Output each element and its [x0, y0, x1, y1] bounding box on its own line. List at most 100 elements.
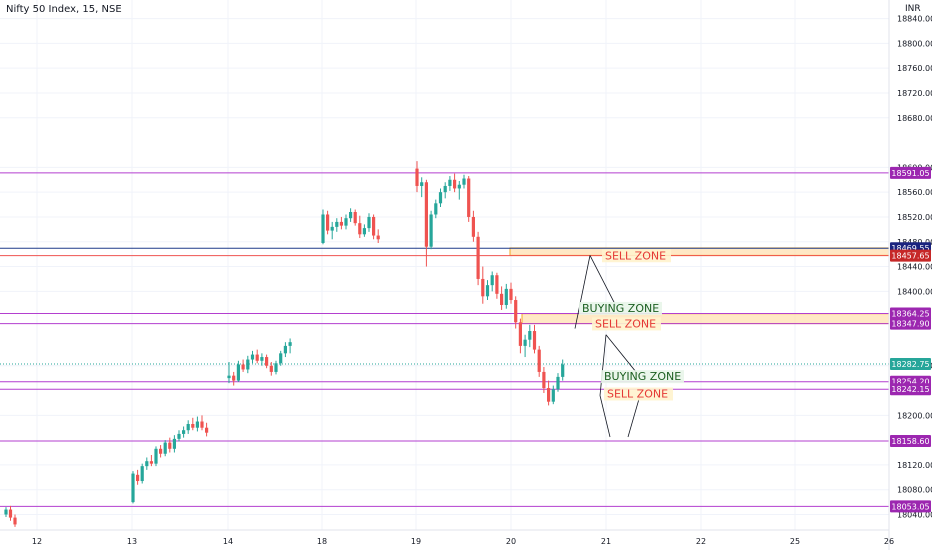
candle-body [131, 473, 135, 503]
candle-body [476, 236, 480, 279]
candle-body [182, 430, 186, 434]
y-tick-label: 18800.00 [897, 39, 932, 48]
candle-body [453, 179, 457, 189]
sell-zone-label[interactable]: SELL ZONE [605, 249, 666, 262]
candle-body [172, 438, 176, 449]
candle-body [339, 221, 343, 226]
price-badge [890, 307, 931, 320]
candle-body [523, 339, 527, 346]
candle-body [547, 388, 551, 402]
candle-body [448, 179, 452, 186]
x-tick-label: 14 [223, 537, 233, 546]
x-tick-label: 21 [601, 537, 611, 546]
candle-body [485, 285, 490, 297]
candle-body [542, 371, 546, 389]
candle-body [556, 376, 560, 390]
candle-body [232, 375, 236, 381]
sell-zone-label[interactable]: SELL ZONE [595, 317, 656, 330]
zone-labels: SELL ZONE BUYING ZONE SELL ZONE BUYING ZONE… [579, 249, 684, 401]
price-badge-label: 18242.15 [891, 385, 929, 394]
candle-body [415, 168, 419, 186]
y-tick-label: 18440.00 [897, 263, 932, 272]
candle-body [532, 331, 537, 350]
time-axis[interactable]: 12 13 14 18 19 20 21 22 25 26 [32, 537, 894, 546]
sell-zone-box [509, 247, 890, 256]
candle-body [4, 509, 8, 515]
sell-zone-label[interactable]: SELL ZONE [607, 387, 668, 400]
trend-arrow[interactable] [574, 255, 591, 329]
candle-body [177, 433, 181, 439]
zone-label-bg [592, 317, 661, 331]
candle-body [495, 275, 499, 294]
buying-zone-label[interactable]: BUYING ZONE [582, 302, 659, 315]
y-tick-label: 18520.00 [897, 213, 932, 222]
candle-body [145, 461, 149, 467]
trend-arrow[interactable] [599, 395, 611, 438]
trend-arrow[interactable] [599, 334, 607, 396]
x-tick-label: 19 [411, 537, 421, 546]
candle-body [269, 365, 273, 372]
price-badge [890, 166, 931, 179]
candle-body [283, 345, 287, 354]
candle-body [236, 364, 240, 381]
candle-body [353, 212, 357, 224]
candle-body [561, 364, 565, 377]
candle-body [471, 216, 475, 237]
y-tick-label: 18120.00 [897, 461, 932, 470]
candle-body [443, 185, 447, 193]
y-tick-label: 18200.00 [897, 411, 932, 420]
candle-body [481, 278, 485, 297]
x-tick-label: 20 [506, 537, 516, 546]
price-badge-label: 18158.60 [891, 437, 929, 446]
candle-body [438, 192, 443, 204]
y-tick-label: 18080.00 [897, 486, 932, 495]
candle-body [279, 353, 283, 364]
trend-arrow[interactable] [605, 334, 641, 378]
level-lines [0, 172, 889, 507]
y-tick-label: 18840.00 [897, 15, 932, 24]
trend-arrow[interactable] [627, 395, 641, 438]
price-badge-label: 18282.75 [891, 360, 929, 369]
x-tick-label: 18 [317, 537, 327, 546]
candle-body [288, 342, 292, 346]
candle-body [528, 331, 532, 340]
candle-body [186, 424, 190, 431]
candle-body [335, 221, 339, 227]
grid-lines [0, 0, 890, 530]
y-tick-label: 18680.00 [897, 114, 932, 123]
symbol-title[interactable]: Nifty 50 Index, 15, NSE [6, 4, 122, 15]
trend-arrow[interactable] [589, 255, 619, 311]
price-badge [890, 249, 931, 262]
candle-body [321, 214, 325, 243]
zone-label-bg [579, 301, 662, 315]
price-badge [890, 358, 931, 371]
candle-body [429, 214, 433, 247]
candle-body [514, 300, 518, 323]
zone-label-bg [601, 370, 684, 384]
candle-body [537, 349, 541, 372]
candle-body [457, 184, 461, 189]
candle-body [424, 182, 428, 247]
candle-body [163, 442, 167, 454]
price-badge [890, 383, 931, 396]
currency-label: INR [905, 4, 921, 14]
candle-body [349, 212, 353, 219]
candle-body [420, 182, 424, 186]
candle-body [154, 448, 158, 464]
candle-body [205, 427, 209, 433]
candle-body [509, 288, 513, 301]
price-badge [890, 317, 931, 330]
candle-body [518, 322, 522, 346]
candle-body [500, 293, 504, 305]
buying-zone-label[interactable]: BUYING ZONE [604, 370, 681, 383]
x-tick-label: 22 [696, 537, 706, 546]
candle-body [140, 466, 144, 482]
candle-body [434, 203, 438, 215]
price-badge-label: 18053.05 [891, 502, 929, 511]
candle-body [504, 288, 508, 305]
x-tick-label: 26 [884, 537, 894, 546]
candle-body [274, 363, 278, 372]
candle-body [358, 223, 362, 235]
